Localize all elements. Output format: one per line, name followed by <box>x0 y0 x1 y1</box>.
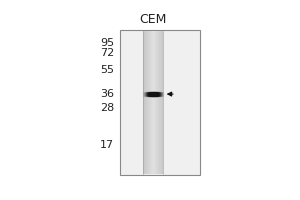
Text: 55: 55 <box>100 65 114 75</box>
Bar <box>156 31 157 174</box>
Bar <box>154 31 155 174</box>
Text: CEM: CEM <box>140 13 167 26</box>
Bar <box>162 31 163 174</box>
Bar <box>155 31 156 174</box>
Bar <box>157 31 158 174</box>
Text: 36: 36 <box>100 89 114 99</box>
Bar <box>153 31 154 174</box>
Bar <box>144 31 145 174</box>
Bar <box>120 30 200 175</box>
Bar <box>148 31 149 174</box>
Bar <box>145 31 146 174</box>
Bar <box>149 31 150 174</box>
Bar <box>152 31 153 174</box>
Bar <box>160 31 161 174</box>
Text: 72: 72 <box>100 48 114 58</box>
Bar <box>143 31 144 174</box>
Bar <box>146 31 147 174</box>
Text: 17: 17 <box>100 140 114 150</box>
Bar <box>151 31 152 174</box>
Text: 95: 95 <box>100 38 114 48</box>
Bar <box>158 31 159 174</box>
Bar <box>159 31 160 174</box>
Bar <box>147 31 148 174</box>
Text: 28: 28 <box>100 103 114 113</box>
Bar <box>161 31 162 174</box>
Bar <box>150 31 151 174</box>
